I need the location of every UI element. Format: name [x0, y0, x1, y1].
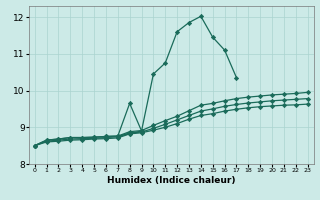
X-axis label: Humidex (Indice chaleur): Humidex (Indice chaleur)	[107, 176, 236, 185]
